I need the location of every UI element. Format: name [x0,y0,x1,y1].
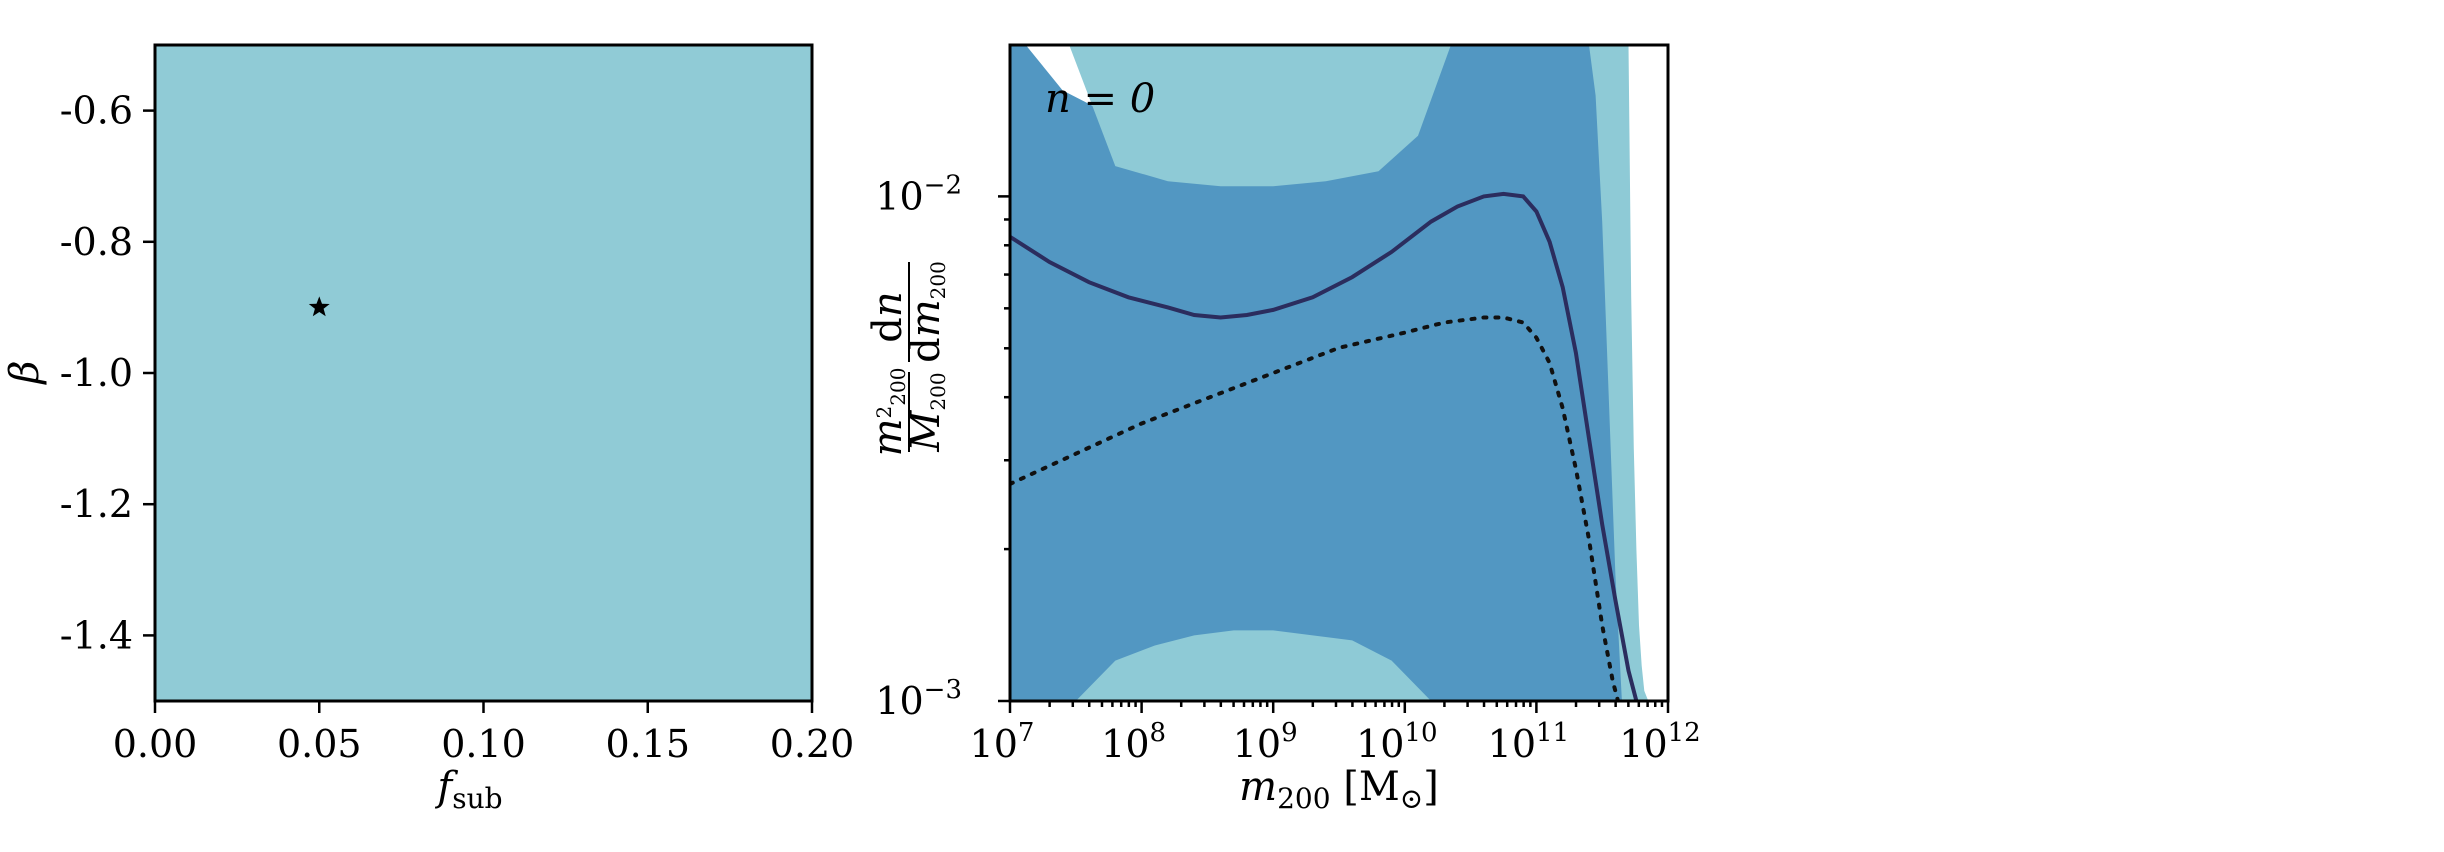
right-xtick-label: 1010 [1356,718,1437,766]
median-line [1010,191,1639,701]
true-value-star-marker [308,296,330,317]
outer-band-lower-bump [1075,630,1432,701]
inner-band-68 [1010,45,1622,701]
left-ytick-label: -1.2 [60,482,133,526]
svg-text:M200: M200 [903,372,950,452]
left-xtick-label: 0.20 [770,722,855,766]
right-axes-frame [1008,43,1670,703]
right-ylabel: m2200 M200 dn dm200 [865,261,950,456]
right-xtick-label: 1011 [1488,718,1569,766]
left-xtick-label: 0.15 [605,722,690,766]
left-xtick-label: 0.00 [113,722,198,766]
right-plot-area [1010,45,1668,701]
left-xtick-label: 0.10 [441,722,526,766]
left-ytick-label: -0.6 [60,89,133,133]
left-xlabel: fsub [434,764,502,815]
left-heatmap-fill [155,45,812,701]
right-ytick-label: 10−2 [875,170,962,218]
left-ytick-label: -1.0 [60,351,133,395]
left-axes-frame [153,43,814,703]
right-xtick-label: 108 [1101,718,1166,766]
left-xtick-label: 0.05 [277,722,362,766]
svg-text:dm200: dm200 [903,261,950,363]
truth-dotted-line [1010,315,1620,701]
left-ylabel: β [2,360,48,385]
left-ticks: 0.00 0.05 0.10 0.15 0.20 -0.6 -0.8 -1.0 -1.2 -1.4 [60,89,855,766]
right-panel: 107 108 109 1010 1011 1012 10−2 10−3 n = 0 m200… [865,43,1701,815]
svg-text:m2200: m2200 [865,368,911,457]
right-xtick-label: 1012 [1619,718,1700,766]
panel-annotation: n = 0 [1045,76,1155,122]
svg-text:dn: dn [865,291,911,342]
left-ytick-label: -0.8 [60,220,133,264]
right-ytick-label: 10−3 [875,675,962,723]
left-ytick-label: -1.4 [60,613,133,657]
right-xtick-label: 107 [970,718,1035,766]
left-panel: 0.00 0.05 0.10 0.15 0.20 -0.6 -0.8 -1.0 -1.2 -1.4… [2,43,855,815]
right-xlabel: m200 [M⊙] [1239,764,1439,815]
right-ticks: 107 108 109 1010 1011 1012 10−2 10−3 [875,170,1700,766]
right-xtick-label: 109 [1233,718,1298,766]
inner-band-top-gap [1069,45,1451,187]
